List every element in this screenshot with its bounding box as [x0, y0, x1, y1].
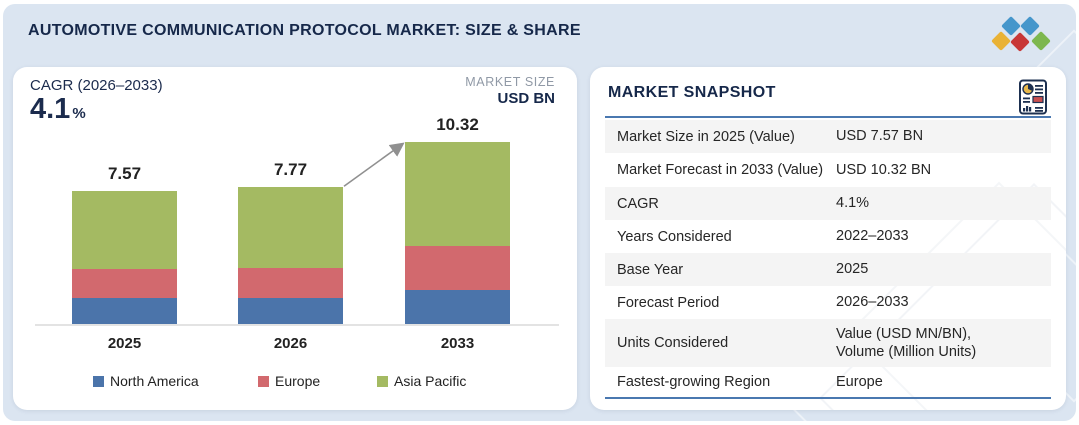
x-axis-line	[35, 324, 559, 326]
report-document-icon	[1019, 79, 1047, 115]
bar-segment-north-america-2033	[405, 290, 510, 324]
snapshot-row-cagr: CAGR 4.1%	[605, 187, 1051, 220]
legend-item-europe: Europe	[258, 373, 320, 389]
bar-segment-europe-2026	[238, 268, 343, 299]
snapshot-row-value: Europe	[836, 373, 883, 390]
brand-logo-icon	[990, 16, 1056, 56]
legend-label: Asia Pacific	[394, 373, 467, 389]
chart-legend: North America Europe Asia Pacific	[13, 373, 577, 397]
bar-segment-north-america-2026	[238, 298, 343, 324]
snapshot-row-label: Units Considered	[617, 335, 729, 351]
market-snapshot-panel: MARKET SNAPSHOT Market Size in 2025 (Val…	[590, 67, 1066, 410]
legend-swatch-asia-pacific	[377, 375, 388, 387]
snapshot-row-fastest-growing-region: Fastest-growing Region Europe	[605, 367, 1051, 397]
market-size-unit: USD BN	[497, 90, 555, 107]
snapshot-row-market-size-in-2025-value-: Market Size in 2025 (Value) USD 7.57 BN	[605, 120, 1051, 153]
bar-segment-north-america-2025	[72, 297, 177, 324]
snapshot-row-base-year: Base Year 2025	[605, 253, 1051, 286]
snapshot-row-label: Base Year	[617, 261, 684, 278]
snapshot-row-value: 4.1%	[836, 195, 870, 212]
footer-divider	[605, 397, 1051, 399]
bar-segment-europe-2033	[405, 246, 510, 291]
header-divider	[605, 116, 1051, 118]
logo-diamond-red	[1010, 32, 1030, 52]
snapshot-row-label: CAGR	[617, 195, 659, 212]
legend-swatch-europe	[258, 375, 269, 387]
legend-swatch-north-america	[93, 375, 104, 387]
bar-total-label-2033: 10.32	[436, 115, 479, 135]
snapshot-title: MARKET SNAPSHOT	[608, 84, 776, 101]
x-axis-label-2025: 2025	[107, 335, 142, 352]
legend-item-asia-pacific: Asia Pacific	[377, 373, 466, 389]
market-size-label: MARKET SIZE	[465, 75, 555, 89]
bar-total-label-2025: 7.57	[107, 163, 142, 183]
bar-segment-europe-2025	[72, 268, 177, 298]
legend-item-north-america: North America	[93, 373, 199, 389]
snapshot-row-label: Fastest-growing Region	[617, 374, 771, 390]
bar-total-label-2026: 7.77	[273, 160, 308, 180]
bar-segment-asia-pacific-2025	[72, 190, 177, 269]
logo-diamond-blue	[1020, 16, 1040, 36]
snapshot-row-label: Years Considered	[617, 228, 732, 245]
logo-diamond-yellow	[991, 31, 1011, 51]
snapshot-header: MARKET SNAPSHOT	[608, 79, 1048, 115]
snapshot-row-label: Market Size in 2025 (Value)	[617, 128, 795, 145]
snapshot-row-value: 2026–2033	[836, 294, 909, 311]
snapshot-row-value: Value (USD MN/BN), Volume (Million Units…	[836, 325, 977, 360]
snapshot-table: Market Size in 2025 (Value) USD 7.57 BN Ma…	[605, 120, 1051, 397]
logo-diamond-green	[1031, 31, 1051, 51]
snapshot-row-value: 2025	[836, 261, 869, 278]
x-axis-label-2026: 2026	[273, 335, 308, 352]
legend-label: Europe	[275, 373, 321, 389]
legend-label: North America	[110, 373, 199, 389]
snapshot-row-label: Market Forecast in 2033 (Value)	[617, 162, 824, 178]
market-size-chart-panel: CAGR (2026–2033) 4.1% MARKET SIZE USD BN…	[13, 67, 577, 410]
cagr-block: CAGR (2026–2033) 4.1%	[30, 77, 163, 126]
snapshot-row-units-considered: Units Considered Value (USD MN/BN), Volum…	[605, 319, 1051, 367]
bar-segment-asia-pacific-2033	[405, 142, 510, 247]
cagr-label: CAGR (2026–2033)	[30, 77, 163, 94]
snapshot-row-market-forecast-in-2033-value-: Market Forecast in 2033 (Value) USD 10.32…	[605, 153, 1051, 187]
snapshot-row-label: Forecast Period	[617, 294, 720, 311]
cagr-value: 4.1%	[30, 93, 86, 125]
market-size-block: MARKET SIZE USD BN	[465, 75, 555, 107]
snapshot-row-value: 2022–2033	[836, 228, 909, 245]
snapshot-row-years-considered: Years Considered 2022–2033	[605, 220, 1051, 253]
stacked-bar-chart: 7.57 2025 7.77 2026 10.32 2033	[13, 67, 577, 367]
page-title: AUTOMOTIVE COMMUNICATION PROTOCOL MARKET…	[28, 22, 581, 39]
x-axis-label-2033: 2033	[440, 335, 475, 352]
snapshot-row-forecast-period: Forecast Period 2026–2033	[605, 286, 1051, 319]
snapshot-row-value: USD 10.32 BN	[836, 161, 932, 178]
bar-segment-asia-pacific-2026	[238, 187, 343, 269]
snapshot-row-value: USD 7.57 BN	[836, 128, 924, 145]
